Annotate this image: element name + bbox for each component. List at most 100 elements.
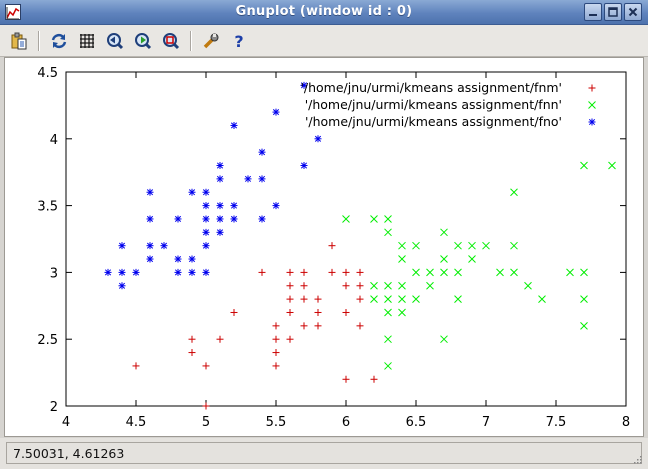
data-point-plus	[286, 335, 294, 343]
data-point-plus	[314, 295, 322, 303]
data-point-plus	[300, 282, 308, 290]
y-tick-label: 2.5	[37, 333, 58, 348]
data-point-cross	[412, 295, 420, 303]
data-point-plus	[300, 295, 308, 303]
maximize-icon	[608, 7, 618, 17]
x-tick-label: 6	[342, 415, 350, 430]
data-point-plus	[272, 322, 280, 330]
copy-to-clipboard-icon	[11, 32, 27, 50]
data-point-star	[216, 228, 224, 236]
data-point-star	[160, 242, 168, 250]
data-point-star	[216, 175, 224, 183]
toolbar-separator	[190, 31, 192, 51]
plot-canvas[interactable]: 4 4.5 5 5.5 6 6.5 7 7.5 8 2 2.5 3 3.5 4 4.5 '/home/jn…	[4, 57, 644, 437]
y-tick-label: 3	[50, 266, 58, 281]
data-point-cross	[370, 281, 378, 290]
data-point-plus	[328, 242, 336, 250]
data-point-star	[188, 255, 196, 263]
gnuplot-app-icon[interactable]	[5, 4, 21, 20]
data-point-cross	[510, 268, 518, 277]
data-point-star	[272, 108, 280, 116]
data-point-cross	[454, 268, 462, 277]
y-tick-label: 4	[50, 133, 58, 148]
legend-label: '/home/jnu/urmi/kmeans assignment/fnm'	[300, 80, 562, 95]
y-axis: 2 2.5 3 3.5 4 4.5	[37, 66, 626, 415]
grid-icon	[80, 34, 94, 48]
minimize-icon	[589, 14, 597, 16]
data-point-cross	[440, 335, 448, 344]
data-point-cross	[398, 295, 406, 303]
data-point-cross	[398, 281, 406, 290]
data-point-star	[174, 215, 182, 223]
y-tick-label: 2	[50, 400, 58, 415]
data-point-star	[188, 188, 196, 196]
data-point-cross	[384, 308, 392, 317]
data-point-star	[216, 162, 224, 170]
data-point-plus	[272, 335, 280, 343]
data-point-star	[244, 175, 252, 183]
scatter-chart[interactable]: 4 4.5 5 5.5 6 6.5 7 7.5 8 2 2.5 3 3.5 4 4.5 '/home/jn…	[5, 58, 643, 436]
data-point-cross	[580, 295, 588, 303]
data-point-plus	[286, 295, 294, 303]
help-button[interactable]: ?	[228, 30, 250, 52]
title-bar[interactable]: Gnuplot (window id : 0)	[0, 0, 648, 25]
data-point-cross	[412, 241, 420, 250]
data-point-cross	[384, 295, 392, 303]
data-point-star	[174, 268, 182, 276]
data-point-cross	[454, 241, 462, 250]
copy-to-clipboard-button[interactable]	[8, 30, 30, 52]
data-point-star	[300, 81, 308, 89]
help-icon: ?	[234, 32, 243, 50]
data-points	[104, 81, 616, 410]
data-point-star	[314, 135, 322, 143]
x-tick-label: 5	[202, 415, 210, 430]
data-point-star	[202, 202, 210, 210]
data-point-plus	[258, 268, 266, 276]
data-point-cross	[510, 188, 518, 197]
legend-marker	[588, 118, 596, 126]
data-point-plus	[328, 268, 336, 276]
data-point-plus	[342, 375, 350, 383]
minimize-button[interactable]	[584, 3, 602, 21]
data-point-star	[202, 215, 210, 223]
close-button[interactable]	[624, 3, 642, 21]
data-point-star	[202, 242, 210, 250]
data-point-plus	[286, 308, 294, 316]
autoscale-button[interactable]	[160, 30, 182, 52]
resize-grip-icon[interactable]	[632, 454, 642, 464]
data-point-plus	[356, 295, 364, 303]
maximize-button[interactable]	[604, 3, 622, 21]
legend-marker	[588, 101, 596, 109]
data-point-star	[230, 215, 238, 223]
x-tick-label: 6.5	[406, 415, 427, 430]
svg-text:?: ?	[234, 32, 243, 50]
x-tick-label: 4.5	[126, 415, 147, 430]
zoom-next-button[interactable]	[132, 30, 154, 52]
status-coordinates-field: 7.50031, 4.61263	[6, 442, 642, 464]
settings-icon	[203, 33, 219, 49]
data-point-star	[300, 162, 308, 170]
data-point-plus	[272, 362, 280, 370]
data-point-cross	[566, 268, 574, 277]
data-point-cross	[580, 161, 588, 170]
data-point-star	[174, 255, 182, 263]
data-point-plus	[272, 349, 280, 357]
data-point-plus	[370, 375, 378, 383]
legend-label: '/home/jnu/urmi/kmeans assignment/fnn'	[305, 97, 562, 112]
settings-button[interactable]	[200, 30, 222, 52]
data-point-cross	[524, 281, 532, 290]
data-point-star	[146, 188, 154, 196]
data-point-cross	[384, 215, 392, 223]
data-point-star	[146, 242, 154, 250]
grid-button[interactable]	[76, 30, 98, 52]
zoom-previous-button[interactable]	[104, 30, 126, 52]
legend: '/home/jnu/urmi/kmeans assignment/fnm' '/…	[300, 80, 596, 129]
data-point-cross	[468, 241, 476, 250]
data-point-cross	[426, 281, 434, 290]
y-tick-label: 4.5	[37, 66, 58, 81]
data-point-cross	[580, 321, 588, 330]
data-point-cross	[426, 268, 434, 277]
replot-button[interactable]	[48, 30, 70, 52]
zoom-previous-icon	[107, 33, 124, 50]
x-tick-label: 7.5	[546, 415, 567, 430]
